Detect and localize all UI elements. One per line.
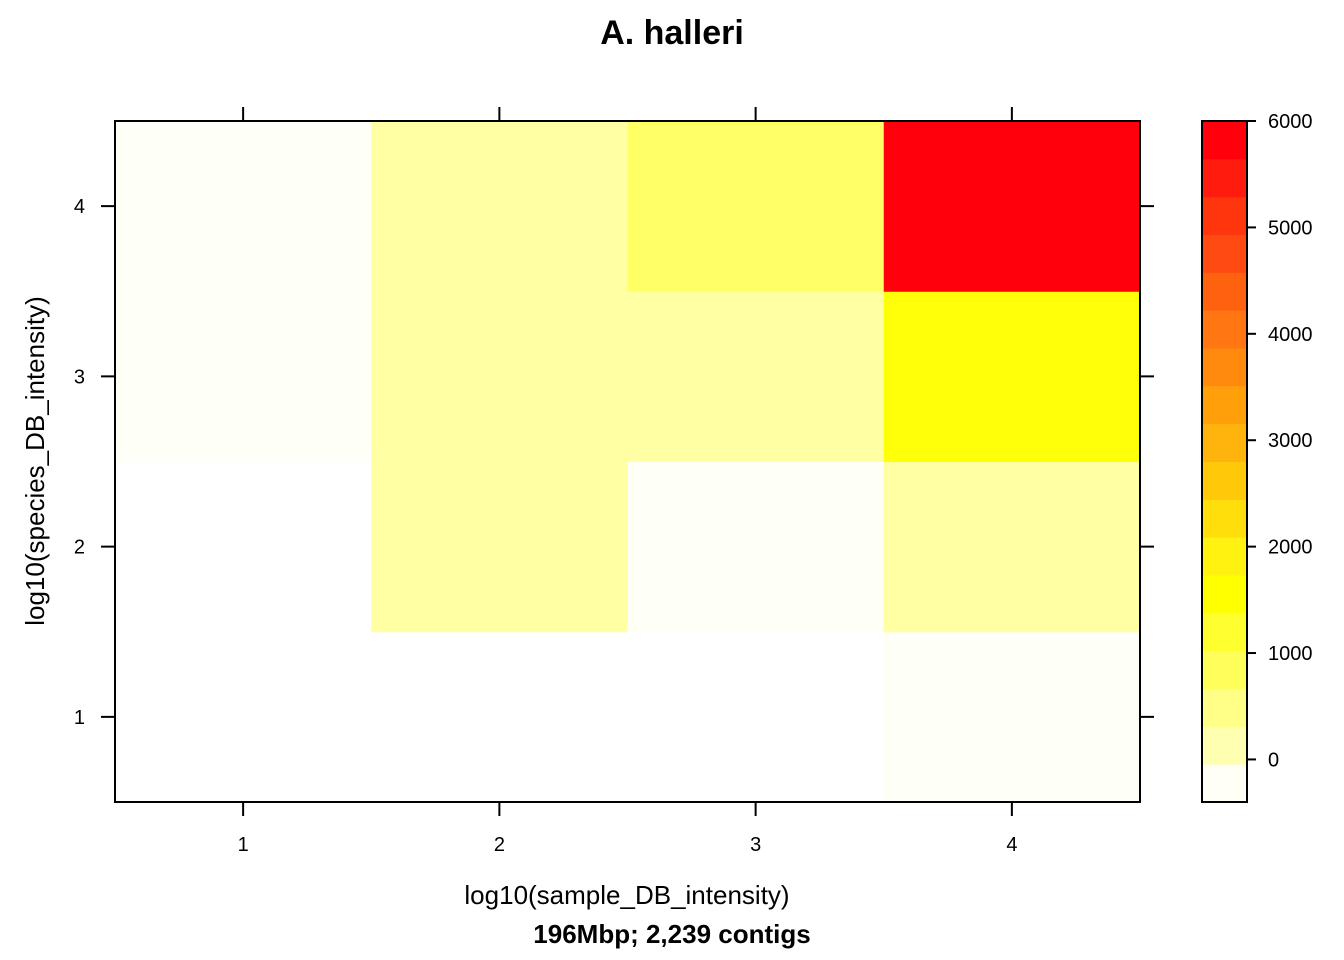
colorbar-tick-label: 2000 [1268,537,1313,559]
colorbar-segment [1202,196,1247,235]
x-tick-label: 3 [750,834,761,856]
colorbar-segment [1202,575,1247,614]
colorbar-segment [1202,650,1247,689]
colorbar-segment [1202,461,1247,500]
colorbar-segment [1202,688,1247,727]
y-tick-label: 2 [74,537,85,559]
heatmap-cell-x4-y2 [883,461,1141,633]
heatmap-cell-x4-y3 [883,291,1141,462]
y-tick-label: 1 [74,707,85,729]
heatmap-cell-x1-y1 [115,631,372,803]
colorbar-frame [1201,120,1248,803]
y-tick-label: 3 [74,366,85,388]
heatmap-cell-x2-y1 [371,631,628,803]
chart-subtitle: 196Mbp; 2,239 contigs [533,919,810,949]
colorbar-tick-label: 5000 [1268,217,1313,239]
heatmap-cell-x3-y1 [627,631,885,803]
x-tick-label: 1 [238,834,249,856]
colorbar-segment [1202,158,1247,198]
colorbar-tick-label: 3000 [1268,430,1313,452]
heatmap-cell-x2-y2 [371,461,628,633]
colorbar-segment [1202,423,1247,462]
x-tick-label: 2 [494,834,505,856]
colorbar-tick-label: 6000 [1268,111,1313,133]
heatmap-cells [115,121,1141,803]
heatmap-cell-x1-y2 [115,461,372,633]
y-tick-label: 4 [74,196,85,218]
colorbar-tick-label: 4000 [1268,324,1313,346]
colorbar-segment [1202,121,1247,160]
heatmap-cell-x1-y3 [115,291,372,462]
heatmap-cell-x2-y4 [371,121,628,292]
colorbar-segment [1202,764,1247,803]
colorbar-segment [1202,612,1247,652]
axes: 1 2 3 4 1 2 3 4 [74,107,1154,856]
colorbar-segment [1202,537,1247,576]
colorbar-segment [1202,499,1247,538]
heatmap-cell-x3-y3 [627,291,885,462]
x-axis-label: log10(sample_DB_intensity) [464,880,789,910]
heatmap-cell-x3-y4 [627,121,885,292]
colorbar-segment [1202,272,1247,311]
colorbar-tick-label: 0 [1268,749,1279,771]
colorbar-segment [1202,234,1247,273]
heatmap-cell-x1-y4 [115,121,372,292]
y-axis-label: log10(species_DB_intensity) [20,296,50,626]
heatmap-cell-x3-y2 [627,461,885,633]
colorbar-segment [1202,385,1247,425]
colorbar-segment [1202,348,1247,387]
heatmap-cell-x4-y1 [883,631,1141,803]
colorbar: 0 1000 2000 3000 4000 5000 6000 [1201,111,1313,803]
colorbar-segment [1202,726,1247,765]
heatmap-cell-x2-y3 [371,291,628,462]
colorbar-segment [1202,310,1247,349]
x-tick-label: 4 [1006,834,1017,856]
heatmap-cell-x4-y4 [883,121,1141,292]
colorbar-tick-label: 1000 [1268,643,1313,665]
chart-title: A. halleri [600,14,744,52]
plot-frame [114,120,1141,803]
